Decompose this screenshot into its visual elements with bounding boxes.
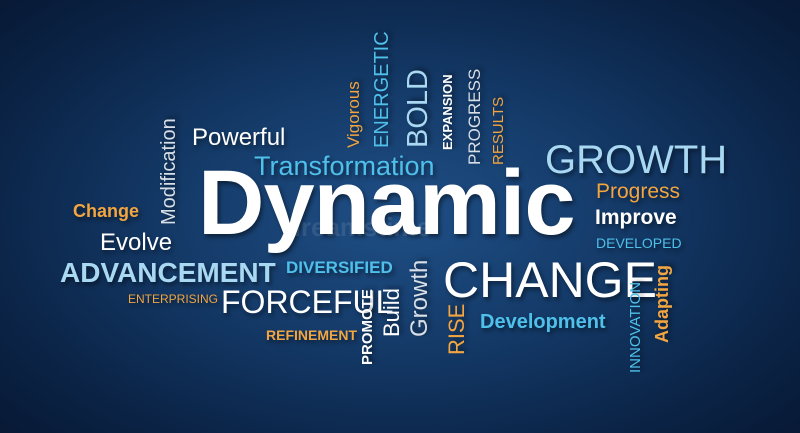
word-growth-caps: GROWTH xyxy=(545,138,728,182)
word-build: Build xyxy=(379,288,404,337)
word-expansion: EXPANSION xyxy=(440,74,455,150)
word-dynamic: Dynamic xyxy=(198,152,575,254)
word-innovation: INNOVATION xyxy=(627,281,644,373)
word-advancement: ADVANCEMENT xyxy=(60,257,276,288)
word-developed: DEVELOPED xyxy=(596,235,682,251)
word-progress-caps: PROGRESS xyxy=(465,68,484,165)
word-change: Change xyxy=(73,201,140,221)
word-bold: BOLD xyxy=(402,69,434,148)
word-forceful: FORCEFUL xyxy=(221,284,394,320)
word-refinement: REFINEMENT xyxy=(266,327,357,343)
word-development: Development xyxy=(480,311,606,333)
word-results: RESULTS xyxy=(490,96,507,165)
word-vigorous: Vigorous xyxy=(344,81,363,148)
word-energetic: ENERGETIC xyxy=(371,31,393,148)
word-modification: Modification xyxy=(158,118,180,225)
word-adapting: Adapting xyxy=(652,265,672,343)
word-enterprising: ENTERPRISING xyxy=(128,292,219,306)
word-diversified: DIVERSIFIED xyxy=(286,258,393,277)
word-growth: Growth xyxy=(406,259,433,337)
word-transformation: Transformation xyxy=(254,151,435,181)
word-promote: PROMOTE xyxy=(359,289,376,365)
word-powerful: Powerful xyxy=(192,124,286,151)
word-change-caps: CHANGE xyxy=(443,252,657,308)
word-evolve: Evolve xyxy=(100,229,173,256)
word-progress: Progress xyxy=(596,180,681,203)
word-rise: RISE xyxy=(444,303,469,355)
watermark: dreamstime xyxy=(285,212,431,242)
word-improve: Improve xyxy=(595,206,677,229)
